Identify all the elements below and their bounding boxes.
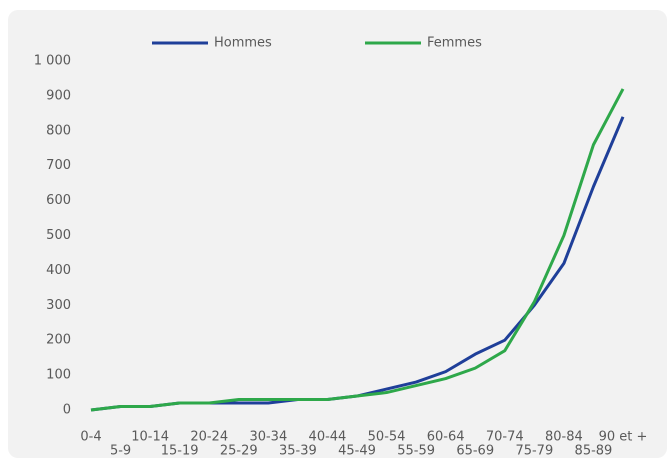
y-tick-label: 1 000 <box>34 54 71 69</box>
x-tick-label: 45-49 <box>338 444 376 458</box>
x-tick-label: 5-9 <box>110 444 131 458</box>
x-tick-label: 40-44 <box>309 430 347 445</box>
y-tick-label: 400 <box>46 263 71 278</box>
x-tick-label: 80-84 <box>545 430 583 445</box>
legend-label: Femmes <box>427 36 482 51</box>
x-tick-label: 90 et + <box>599 430 648 445</box>
x-tick-label: 35-39 <box>279 444 317 458</box>
x-tick-label: 55-59 <box>397 444 435 458</box>
x-tick-label: 75-79 <box>515 444 553 458</box>
y-tick-label: 700 <box>46 158 71 173</box>
x-tick-label: 50-54 <box>368 430 406 445</box>
x-tick-label: 30-34 <box>249 430 287 445</box>
panel <box>8 10 667 458</box>
y-tick-label: 100 <box>46 368 71 383</box>
x-tick-label: 0-4 <box>80 430 101 445</box>
x-tick-label: 70-74 <box>486 430 524 445</box>
x-tick-label: 25-29 <box>220 444 258 458</box>
y-tick-label: 500 <box>46 228 71 243</box>
y-tick-label: 900 <box>46 88 71 103</box>
x-tick-label: 85-89 <box>575 444 613 458</box>
legend-label: Hommes <box>214 36 272 51</box>
y-tick-label: 600 <box>46 193 71 208</box>
y-tick-label: 0 <box>63 403 71 418</box>
x-tick-label: 10-14 <box>131 430 169 445</box>
x-tick-label: 65-69 <box>456 444 494 458</box>
x-tick-label: 20-24 <box>190 430 228 445</box>
y-tick-label: 800 <box>46 123 71 138</box>
line-series <box>90 88 625 412</box>
x-tick-label: 15-19 <box>161 444 199 458</box>
x-tick-label: 60-64 <box>427 430 465 445</box>
y-tick-label: 300 <box>46 298 71 313</box>
y-tick-label: 200 <box>46 333 71 348</box>
